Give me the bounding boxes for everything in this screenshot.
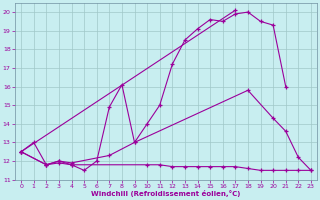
X-axis label: Windchill (Refroidissement éolien,°C): Windchill (Refroidissement éolien,°C) (91, 190, 241, 197)
